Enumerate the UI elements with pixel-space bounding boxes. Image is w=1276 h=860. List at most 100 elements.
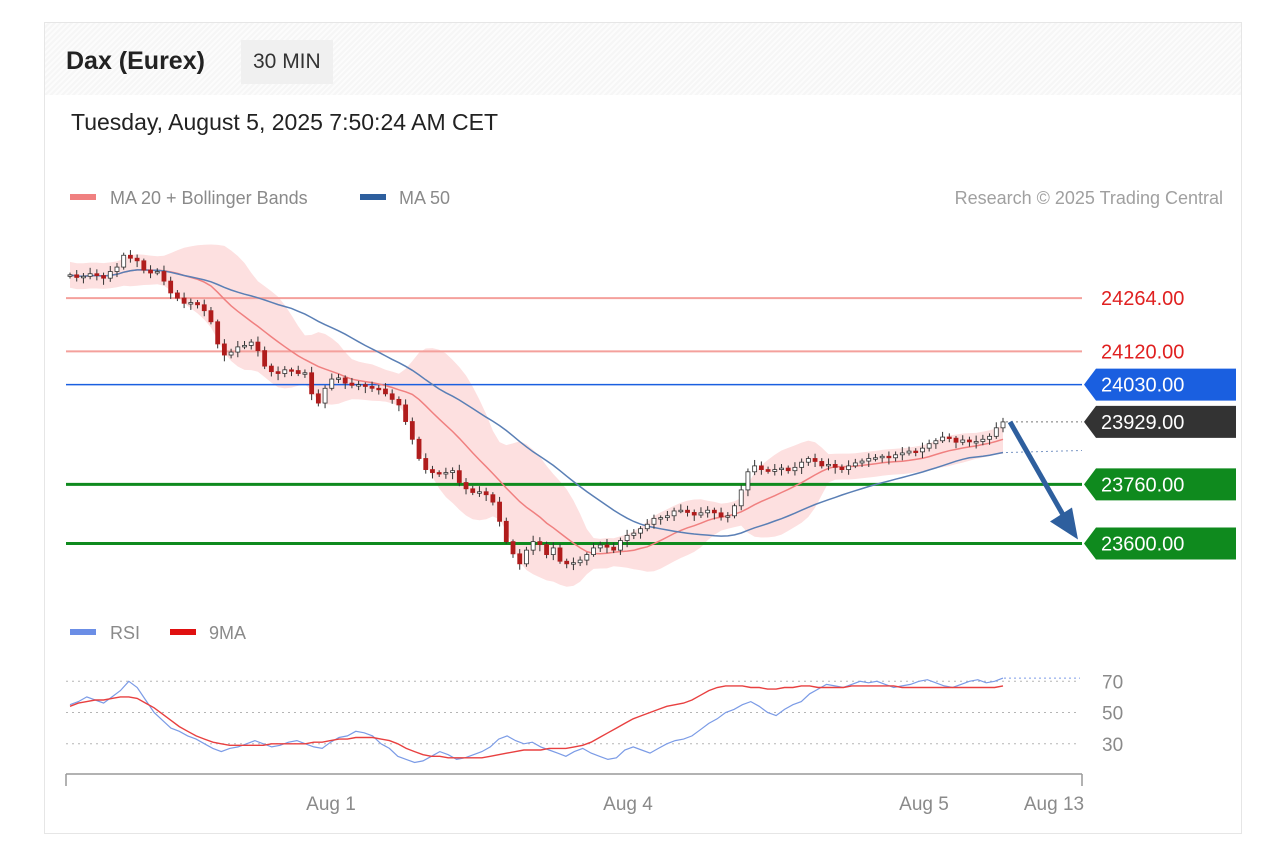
candle bbox=[577, 559, 583, 564]
candle bbox=[819, 461, 825, 467]
candle bbox=[873, 457, 878, 460]
candle bbox=[195, 302, 200, 306]
rsi-tick-50: 50 bbox=[1102, 704, 1123, 725]
candle bbox=[430, 469, 435, 473]
candle bbox=[295, 370, 301, 374]
candle bbox=[685, 509, 690, 513]
candle bbox=[805, 458, 811, 463]
candle bbox=[436, 472, 442, 475]
candle bbox=[967, 439, 972, 443]
candle bbox=[980, 438, 986, 442]
candle bbox=[953, 437, 959, 443]
candle bbox=[215, 321, 221, 345]
candle bbox=[134, 257, 140, 262]
candle bbox=[718, 512, 724, 518]
candle bbox=[94, 273, 100, 276]
candle bbox=[114, 266, 120, 272]
forecast-arrow-head bbox=[1050, 507, 1078, 540]
candle bbox=[671, 510, 677, 517]
candle bbox=[591, 547, 596, 555]
candle bbox=[268, 365, 274, 373]
candle bbox=[899, 452, 905, 456]
candle bbox=[423, 458, 429, 470]
candle bbox=[309, 372, 315, 395]
rsi-tick-70: 70 bbox=[1102, 672, 1123, 693]
candle bbox=[698, 512, 704, 516]
candle bbox=[624, 534, 630, 541]
candle bbox=[557, 547, 563, 562]
candle bbox=[121, 254, 127, 268]
candle bbox=[832, 464, 838, 468]
candle bbox=[631, 532, 637, 536]
candle bbox=[946, 436, 952, 439]
candle bbox=[765, 469, 771, 472]
candle bbox=[510, 541, 516, 555]
candle bbox=[336, 377, 341, 380]
candle bbox=[503, 520, 509, 543]
legend-swatch-ma20 bbox=[70, 194, 96, 200]
x-tick-label: Aug 1 bbox=[306, 794, 356, 815]
candle bbox=[483, 491, 489, 496]
ma50-line bbox=[69, 269, 1004, 537]
level-label-24120.00: 24120.00 bbox=[1101, 341, 1184, 363]
rsi-tick-30: 30 bbox=[1102, 735, 1123, 756]
candle bbox=[779, 467, 784, 471]
x-tick-label: Aug 13 bbox=[1024, 794, 1084, 815]
candle bbox=[725, 515, 731, 518]
candle bbox=[664, 515, 670, 519]
candle bbox=[262, 350, 268, 367]
legend-label-ma50: MA 50 bbox=[399, 188, 450, 208]
candle bbox=[530, 541, 536, 551]
candle bbox=[362, 384, 368, 387]
candle bbox=[758, 465, 764, 470]
candle bbox=[926, 443, 932, 449]
candle bbox=[893, 454, 899, 459]
candle bbox=[691, 512, 697, 516]
candle bbox=[839, 466, 845, 470]
candle bbox=[161, 271, 167, 282]
candle bbox=[282, 369, 288, 374]
price-tag-text-23600.00: 23600.00 bbox=[1101, 533, 1184, 555]
legend-label-ma20: MA 20 + Bollinger Bands bbox=[110, 188, 308, 208]
legend-swatch-rsi bbox=[70, 629, 96, 635]
interval-badge[interactable]: 30 MIN bbox=[241, 40, 333, 84]
price-tag-23760.00 bbox=[1084, 468, 1236, 501]
candle bbox=[329, 378, 335, 389]
price-tag-24030.00 bbox=[1084, 368, 1236, 401]
candle bbox=[1000, 421, 1006, 429]
candle bbox=[403, 404, 409, 422]
legend-swatch-9ma bbox=[170, 629, 196, 635]
candle bbox=[993, 427, 999, 437]
candle bbox=[201, 304, 207, 312]
candle bbox=[752, 465, 758, 473]
candle bbox=[638, 528, 643, 534]
candle bbox=[879, 455, 885, 459]
candle bbox=[852, 462, 858, 467]
bollinger-band bbox=[70, 244, 1003, 587]
candle bbox=[497, 501, 502, 522]
candle bbox=[356, 384, 362, 387]
candle bbox=[940, 436, 945, 442]
candle bbox=[477, 491, 482, 494]
legend-swatch-ma50 bbox=[360, 194, 386, 200]
candle bbox=[611, 546, 617, 551]
candle bbox=[235, 346, 241, 353]
candle bbox=[524, 549, 529, 565]
candle bbox=[537, 541, 543, 545]
candle bbox=[342, 377, 348, 384]
candle bbox=[597, 544, 603, 549]
credit-text: Research © 2025 Trading Central bbox=[955, 188, 1223, 208]
candle bbox=[456, 470, 462, 483]
candle bbox=[174, 292, 180, 299]
candle bbox=[826, 464, 831, 467]
candle bbox=[74, 274, 80, 278]
candle bbox=[87, 273, 93, 277]
candle bbox=[658, 517, 664, 520]
candle bbox=[705, 509, 711, 514]
candle bbox=[188, 302, 194, 305]
price-tag-text-23760.00: 23760.00 bbox=[1101, 474, 1184, 496]
candle bbox=[785, 467, 791, 472]
candle bbox=[812, 458, 818, 462]
candle bbox=[987, 435, 992, 440]
